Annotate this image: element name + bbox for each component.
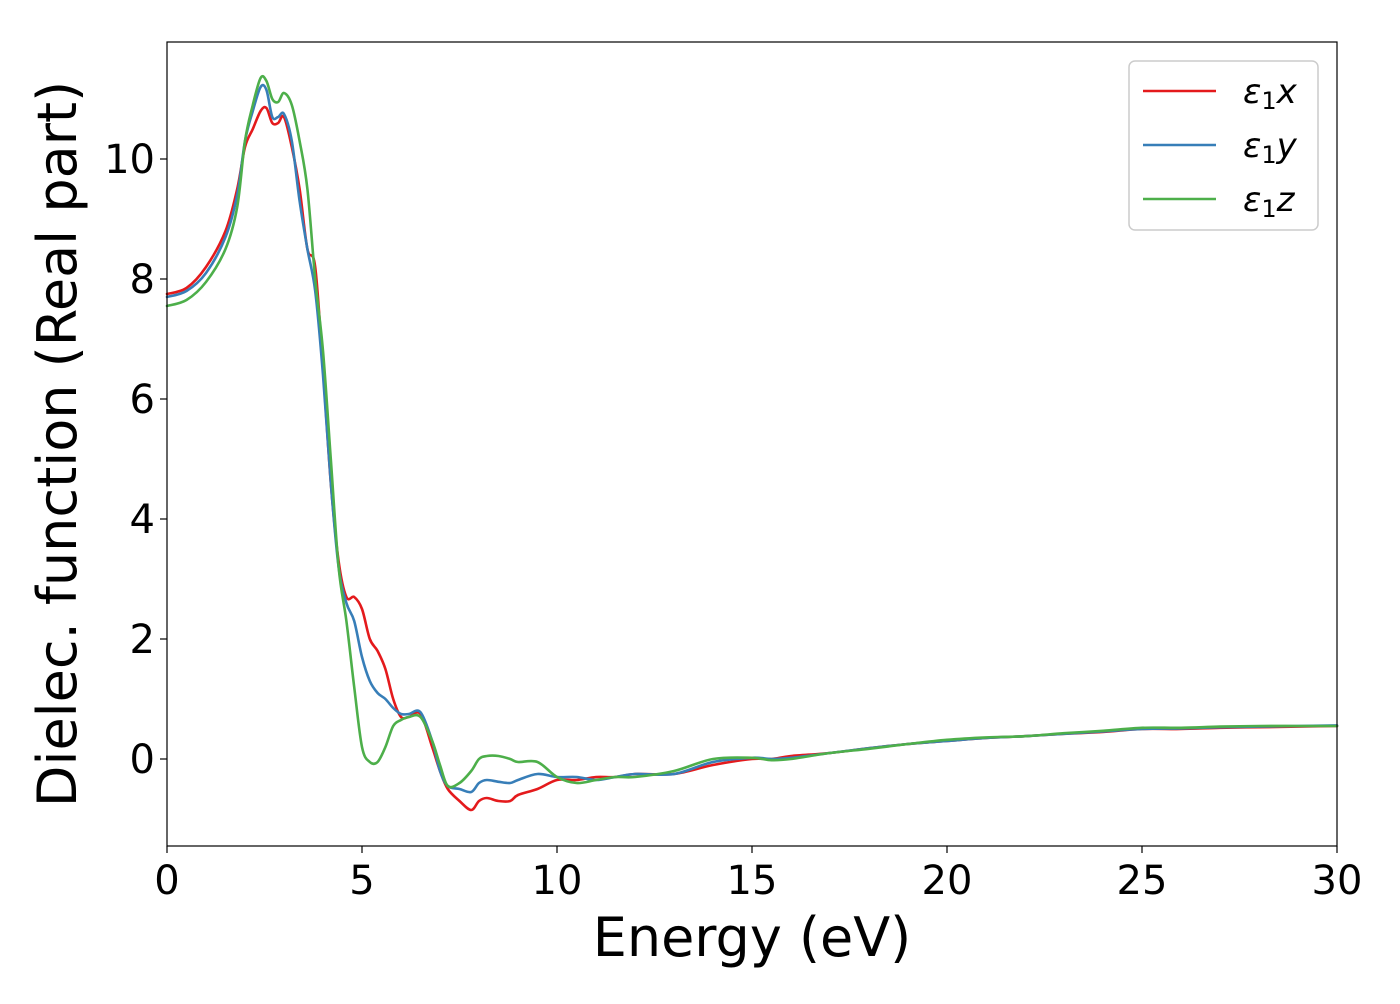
x-tick-label: 15 bbox=[727, 858, 778, 904]
legend: ε1x ε1y ε1z bbox=[1128, 60, 1319, 231]
legend-box bbox=[1128, 60, 1319, 231]
legend-label-y: ε1y bbox=[1243, 126, 1298, 169]
x-axis: 0 5 10 15 20 25 30 bbox=[154, 846, 1362, 904]
series-layer bbox=[165, 74, 1339, 812]
legend-entries: ε1x ε1y ε1z bbox=[1143, 72, 1298, 223]
series-line-z bbox=[165, 74, 1339, 789]
x-tick-label: 0 bbox=[154, 858, 179, 904]
x-tick-label: 25 bbox=[1117, 858, 1168, 904]
y-tick-label: 8 bbox=[130, 257, 155, 303]
x-axis-label: Energy (eV) bbox=[593, 906, 912, 969]
y-tick-label: 6 bbox=[130, 377, 155, 423]
y-tick-label: 4 bbox=[130, 497, 155, 543]
x-tick-label: 20 bbox=[922, 858, 973, 904]
x-tick-label: 5 bbox=[349, 858, 374, 904]
x-tick-label: 30 bbox=[1312, 858, 1363, 904]
y-axis: 0 2 4 6 8 10 bbox=[104, 137, 167, 783]
x-tick-label: 10 bbox=[532, 858, 583, 904]
legend-label-x: ε1x bbox=[1243, 72, 1298, 115]
legend-label-z: ε1z bbox=[1243, 180, 1296, 223]
y-tick-label: 0 bbox=[130, 737, 155, 783]
y-tick-label: 2 bbox=[130, 617, 155, 663]
y-tick-label: 10 bbox=[104, 137, 155, 183]
y-axis-label: Dielec. function (Real part) bbox=[26, 81, 89, 807]
